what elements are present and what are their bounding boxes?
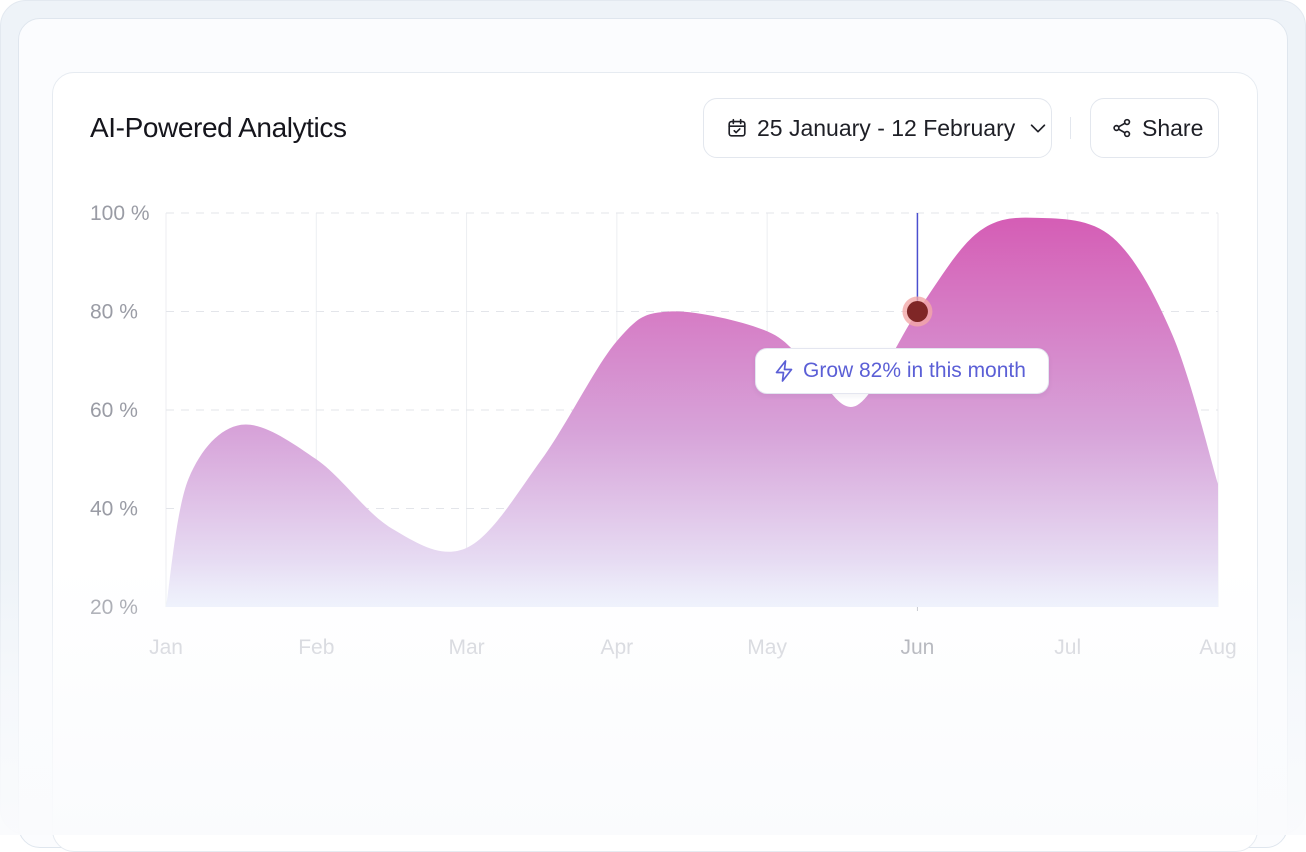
x-tick-label: Jan [149, 636, 183, 659]
growth-tooltip: Grow 82% in this month [755, 348, 1049, 394]
y-tick-label: 60 % [90, 399, 138, 422]
x-tick-label: Aug [1199, 636, 1236, 659]
y-tick-label: 20 % [90, 596, 138, 619]
share-icon [1113, 118, 1131, 138]
tooltip-text: Grow 82% in this month [803, 359, 1026, 382]
x-tick-label: Jul [1054, 636, 1081, 659]
share-button[interactable]: Share [1090, 98, 1219, 158]
date-range-label: 25 January - 12 February [757, 114, 1016, 141]
highlight-dot [906, 301, 928, 322]
date-range-button[interactable]: 25 January - 12 February [703, 98, 1052, 158]
x-tick-label: Feb [298, 636, 334, 659]
y-tick-label: 100 % [90, 202, 150, 225]
toolbar-divider [1070, 117, 1071, 139]
series-area [166, 217, 1218, 608]
y-tick-label: 80 % [90, 301, 138, 324]
chevron-down-icon [1031, 124, 1046, 133]
y-tick-label: 40 % [90, 498, 138, 521]
x-tick-label: May [747, 636, 787, 659]
card-title: AI-Powered Analytics [90, 112, 347, 143]
x-tick-label: Jun [900, 636, 934, 659]
lightning-icon [775, 360, 793, 382]
share-label: Share [1142, 114, 1204, 141]
x-tick-label: Mar [448, 636, 484, 659]
x-tick-label: Apr [601, 636, 634, 659]
calendar-icon [728, 118, 746, 137]
